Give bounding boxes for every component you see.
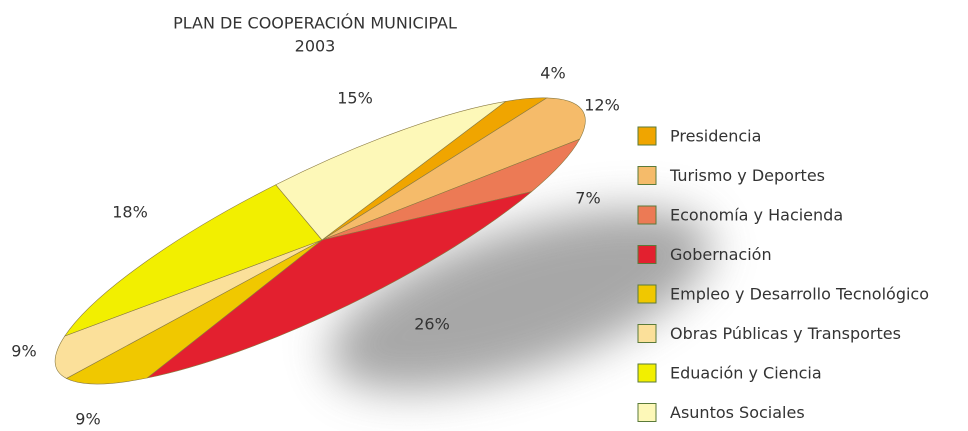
legend-label: Presidencia [670,127,761,146]
slice [54,239,323,379]
slice [321,97,586,241]
legend-swatch [637,403,657,422]
slice [321,138,581,241]
legend-swatch [637,284,657,304]
legend-label: Asuntos Sociales [670,403,805,422]
data-label: 12% [584,96,620,115]
data-label: 4% [540,64,565,83]
slice [64,184,323,337]
slice [65,239,323,385]
legend-swatch [637,324,657,343]
legend-label: Obras Públicas y Transportes [670,324,901,343]
chart-title: PLAN DE COOPERACIÓN MUNICIPAL [173,14,457,33]
legend-label: Eduación y Ciencia [670,364,822,383]
legend-swatch [637,126,657,146]
pie [54,97,586,385]
data-label: 15% [337,89,373,108]
legend-swatch [637,363,657,383]
data-label: 7% [575,189,600,208]
shadow [328,209,712,391]
legend-label: Empleo y Desarrollo Tecnológico [670,285,929,304]
data-label: 9% [11,342,36,361]
chart-subtitle: 2003 [295,37,336,56]
legend-swatch [637,205,657,225]
legend-label: Turismo y Deportes [669,166,825,185]
legend-label: Economía y Hacienda [670,206,843,225]
legend-label: Gobernación [670,245,772,264]
data-label: 9% [75,410,100,429]
legend-swatch [637,166,657,185]
data-label: 18% [112,203,148,222]
legend-swatch [637,245,657,264]
data-label: 26% [414,315,450,334]
slice [275,101,506,241]
slice [146,191,532,379]
